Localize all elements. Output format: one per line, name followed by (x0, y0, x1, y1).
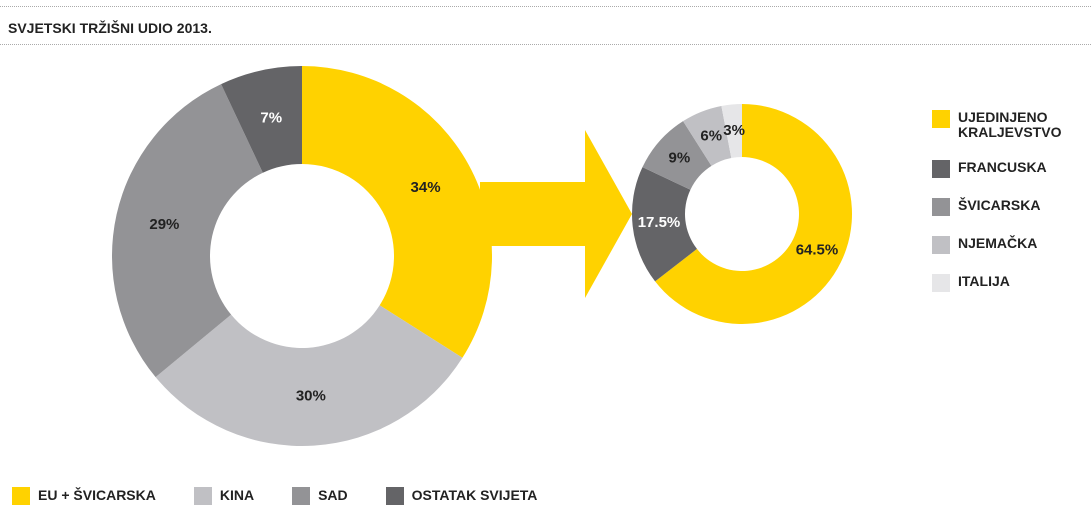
legend-swatch (932, 236, 950, 254)
legend-label: OSTATAK SVIJETA (411, 487, 538, 503)
top-rule (0, 6, 1091, 7)
legend: UJEDINJENO KRALJEVSTVO FRANCUSKA ŠVICARSKA… (932, 110, 1088, 292)
legend-item: FRANCUSKA (932, 160, 1088, 178)
legend-item: NJEMAČKA (932, 236, 1088, 254)
legend-swatch (932, 110, 950, 128)
pie-segment (632, 167, 697, 282)
legend-label: SAD (318, 487, 348, 503)
legend-label: UJEDINJENO KRALJEVSTVO (958, 109, 1062, 140)
data-label: 30% (296, 388, 326, 405)
legend-item: KINA (193, 487, 255, 505)
legend-swatch (385, 487, 404, 505)
legend-swatch (193, 487, 212, 505)
data-label: 7% (260, 109, 282, 126)
legend-swatch (932, 274, 950, 292)
data-label: 9% (669, 150, 691, 167)
data-label: 34% (411, 179, 441, 196)
pie-segment (111, 84, 263, 378)
pie-segment (683, 105, 732, 166)
pie-segment (642, 121, 712, 190)
pie-segment (655, 104, 852, 325)
legend-item: ITALIJA (932, 274, 1088, 292)
arrow (480, 130, 632, 298)
legend-swatch (932, 160, 950, 178)
legend-swatch (12, 487, 30, 505)
legend-swatch (932, 198, 950, 216)
data-label: 29% (149, 216, 179, 233)
pie-segment (155, 305, 463, 447)
pie-segment (721, 104, 742, 159)
chart-title: SVJETSKI TRŽIŠNI UDIO 2013. (8, 20, 212, 36)
pie-segment (221, 66, 302, 173)
legend-label: EU + ŠVICARSKA (38, 487, 156, 503)
legend-item: ŠVICARSKA (932, 198, 1088, 216)
legend-item: UJEDINJENO KRALJEVSTVO (932, 110, 1088, 140)
legend-label: NJEMAČKA (958, 235, 1038, 251)
pie-segment (302, 66, 492, 358)
legend: EU + ŠVICARSKA KINA SAD OSTATAK SVIJETA (12, 487, 537, 505)
legend-item: EU + ŠVICARSKA (12, 487, 156, 505)
title-rule (0, 44, 1091, 45)
legend-item: SAD (292, 487, 348, 505)
legend-label: ŠVICARSKA (958, 197, 1041, 213)
legend-label: FRANCUSKA (958, 159, 1047, 175)
data-label: 6% (700, 127, 722, 144)
legend-swatch (292, 487, 311, 505)
data-label: 17.5% (638, 214, 681, 231)
data-label: 64.5% (796, 242, 839, 259)
data-label: 3% (723, 122, 745, 139)
legend-label: ITALIJA (958, 273, 1010, 289)
legend-item: OSTATAK SVIJETA (385, 487, 538, 505)
legend-label: KINA (219, 487, 255, 503)
